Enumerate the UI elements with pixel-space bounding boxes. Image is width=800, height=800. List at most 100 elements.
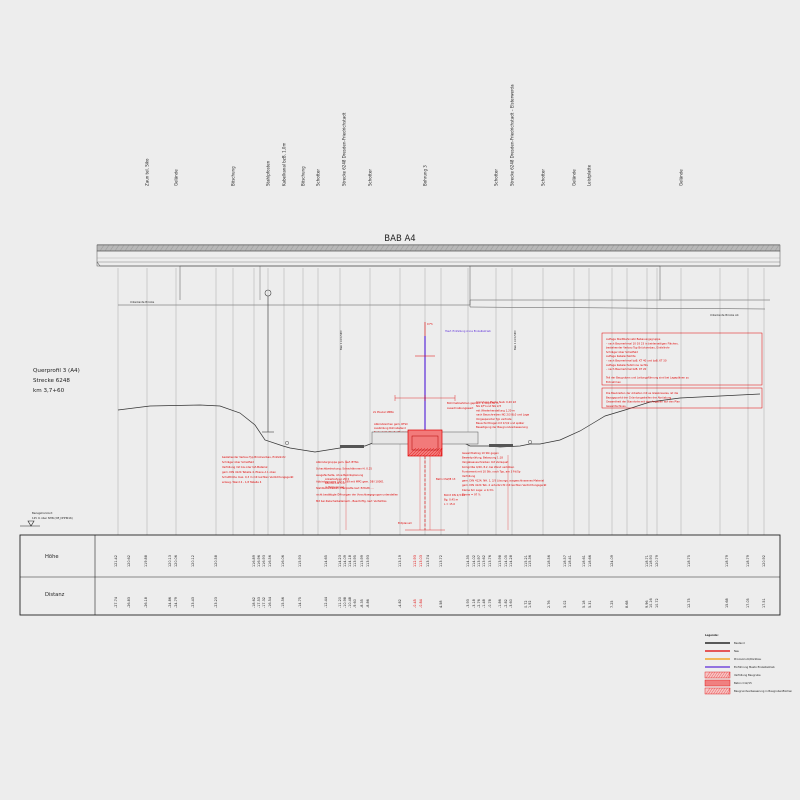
- right-note-line: NG 2/Fl.und NG 2/3: [476, 404, 501, 408]
- height-value: 119.88: [144, 555, 148, 567]
- right-lower-note-line: Ebene = 97 %: [462, 492, 481, 496]
- distance-value: -3.93: [466, 599, 470, 608]
- height-value: 118.41: [568, 555, 572, 567]
- distance-value: -3.18: [472, 599, 476, 608]
- height-value: 114.23: [338, 555, 342, 567]
- foundation-construction: 0 Fh Hauf. Einfallung Anne Einzelbetrieb…: [345, 322, 509, 531]
- height-value: 118.79: [725, 555, 729, 567]
- right-lower-note-line: Fundament mit 10 Stk. nach Typ, am 3 Fd/…: [462, 469, 521, 473]
- center-note-line: Mit bei Zwischelballeinsch., Beschriftg.…: [316, 499, 387, 503]
- top-note-line: Bohrmaßnahmen geplant: 1,10 (0,50 m: [447, 401, 499, 405]
- height-value: 113.72: [439, 555, 443, 567]
- distance-value: -23.43: [191, 597, 195, 608]
- distance-value: 17.05: [746, 598, 750, 608]
- distance-value: 15.68: [725, 598, 729, 608]
- legend-note-1: Abbindzeichen gem. RTSC: [374, 422, 408, 426]
- center-note-line: nicht bestätigte Öffnungen der Vorschlae…: [316, 492, 398, 497]
- note-box-2-line: Die Baubreiten der Arbeiten mit es Gleis…: [606, 391, 678, 395]
- purple-label: Hauf. Einfallung Anne Einzelbetrieb: [445, 329, 491, 333]
- section-info: Querprofil 3 (A4) Strecke 6248 km 3,7+60: [33, 368, 80, 394]
- note-box-1-line: Entnehmen: [606, 380, 621, 384]
- bridge-label: BAB A4: [384, 234, 415, 244]
- section-info-line-1: Querprofil 3 (A4): [33, 368, 80, 374]
- bottom-center-notes-block: Abbindergruppe gem. lauf. BTSG Schachtbed…: [316, 460, 398, 503]
- height-value: 114.65: [324, 555, 328, 567]
- right-lower-note-line: Bewertprüfung, Bebauung 1:18: [462, 456, 503, 460]
- top-label: Böschung: [231, 166, 236, 186]
- vertical-note-left: Bak 1 Ltr0,5lfm: [339, 330, 343, 350]
- center-note-line: ausgefachelte, ohne Bezirksplanung: [316, 473, 364, 477]
- note-box-1-line: Schräger über Schellfeld: [606, 350, 638, 354]
- right-inline-note-line: Bohrt DN 2/3 k3: [444, 493, 465, 497]
- top-label: Schotter: [316, 169, 321, 186]
- top-feature-labels: Zaun tel. Siko Gelände Böschung Stahlpfoste…: [145, 84, 684, 186]
- height-value: 120.06: [174, 555, 178, 567]
- distance-value: -24.86: [168, 597, 172, 608]
- height-value: 120.62: [127, 555, 131, 567]
- distance-value: -8.35: [360, 599, 364, 608]
- top-label: Gelände: [679, 169, 684, 186]
- top-label: Gelände: [572, 169, 577, 186]
- height-value: 118.71: [645, 555, 649, 567]
- right-note-line: mit Wiederherstellung 1,20 m: [476, 408, 515, 412]
- height-value: 121.42: [114, 555, 118, 567]
- height-value: 113.03: [419, 555, 423, 567]
- legend-item-label: Einführung Mesto Einzelbetrieb: [734, 665, 775, 669]
- box-label: 2x Pluvial 1MBA: [373, 410, 394, 414]
- height-value: 114.18: [348, 555, 352, 567]
- left-note-line: gem. DIN 4124 Tabelle 4, Ebene A 1 oben: [222, 470, 276, 474]
- legend-item: Verfüllung Baugrube: [704, 671, 761, 679]
- right-lower-note-line: Komgröße 0/40, 8.2, bei Wand verbliben: [462, 465, 515, 469]
- distance-value: -9.60: [353, 599, 357, 608]
- note-box-2-line: Gesamtheit der Standorte mit den Angaben…: [606, 400, 680, 404]
- left-note-line: erzeug. Wand 4 - 1,8 Tabelle 4: [222, 480, 262, 484]
- bottom-label: Erdplanum: [398, 521, 413, 525]
- distance-value: -4.82: [398, 599, 402, 608]
- reference-level: Bezugshorizont: 125 m über NHN (DE_DHHN1…: [20, 511, 73, 527]
- legend-item: Baugrundverbesserung in Baugrubenflächen: [704, 687, 793, 695]
- right-inline-note-line: L = 15.0: [444, 502, 455, 506]
- distance-value: 8.68: [625, 600, 629, 608]
- distance-value: 7.25: [610, 600, 614, 608]
- distance-value: -10.48: [348, 597, 352, 608]
- distance-value: 4.58: [439, 600, 443, 608]
- center-note-line: Stahlbetonkasten, Pfeilplatte lauf. Ertf…: [316, 486, 374, 490]
- distance-value: 10.16: [649, 598, 653, 608]
- light-pole: [262, 289, 274, 433]
- distance-value: -16.54: [268, 597, 272, 608]
- left-note-line: Verfüllung mit bis oder UZ-Material: [222, 465, 268, 469]
- center-note-line: Abbindergruppe gem. lauf. BTSG: [316, 460, 359, 464]
- top-label: Kabelkanal bzB. 1,0m: [282, 143, 287, 186]
- right-note-line: Bauschichtregel mit 0,5/2 und später: [476, 421, 525, 425]
- legend-item: Provisorium/Rückbau: [705, 657, 762, 661]
- distance-value: 2.76: [547, 600, 551, 608]
- distance-value: 12.75: [687, 598, 691, 608]
- row-label-distance: Distanz: [45, 592, 65, 598]
- distance-value: -11.20: [338, 597, 342, 608]
- height-value: 113.97: [477, 555, 481, 567]
- height-value: 115.21: [524, 555, 528, 567]
- data-table: Höhe Distanz 121.42 120.62 119.88 120.13 120…: [19, 534, 781, 616]
- height-value: 113.76: [488, 555, 492, 567]
- legend-item-label: Baugrundverbesserung in Baugrubenflächen: [734, 689, 793, 693]
- right-lower-note-line: Verfüllung: [462, 474, 476, 478]
- height-value: 118.66: [588, 555, 592, 567]
- distance-value: -14.75: [298, 597, 302, 608]
- note-box-1-line: Auflage Stadtbahnnetz Bebauungsgruppe: [606, 337, 661, 341]
- height-value: 113.19: [398, 555, 402, 567]
- distance-value: -18.62: [252, 597, 256, 608]
- distance-value: -27.74: [114, 597, 118, 608]
- distance-value: -1.86: [498, 599, 502, 608]
- distance-value: -10.98: [343, 597, 347, 608]
- height-value: 120.12: [191, 555, 195, 567]
- distance-value: -26.18: [144, 597, 148, 608]
- left-notes-block: bestehender Verbau Typ Brückverbau, Einf…: [222, 455, 293, 484]
- top-label: Schotter: [368, 169, 373, 186]
- top-label: Böschung: [301, 166, 306, 186]
- right-lower-note-line: gem. DIN 4124, NH. 1, 2/3 Lösungs. ausge…: [462, 479, 544, 483]
- top-notes-block: Bohrmaßnahmen geplant: 1,10 (0,50 mAussc…: [447, 401, 499, 410]
- note-box-2: Die Baubreiten der Arbeiten mit es Gleis…: [601, 387, 763, 409]
- height-values: 121.42 120.62 119.88 120.13 120.06 120.12 120.…: [114, 555, 766, 567]
- height-value: 120.58: [214, 555, 218, 567]
